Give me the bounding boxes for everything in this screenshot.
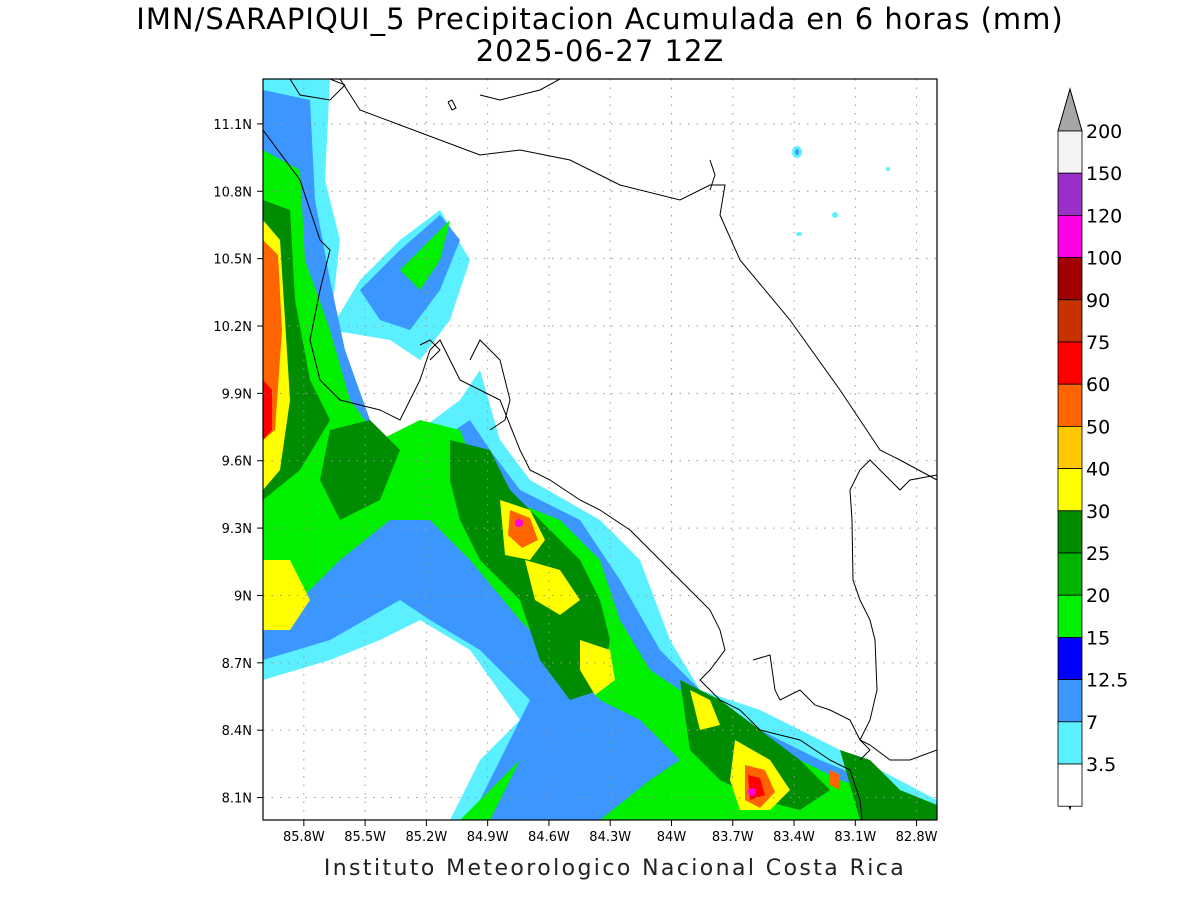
colorbar-label: 15	[1086, 627, 1110, 649]
lat-tick-label: 8.7N	[222, 657, 252, 672]
colorbar-segment	[1057, 510, 1083, 554]
colorbar-segment	[1057, 763, 1083, 807]
lon-tick-label: 83.7W	[712, 830, 754, 845]
lat-tick-label: 9N	[234, 589, 252, 604]
colorbar-label: 50	[1086, 416, 1110, 438]
precip-band-120	[515, 519, 756, 796]
colorbar-segment	[1057, 383, 1083, 427]
colorbar-segment	[1057, 721, 1083, 765]
lat-tick-label: 8.4N	[222, 724, 252, 739]
colorbar-label: 30	[1086, 501, 1110, 523]
precipitation-field	[263, 79, 937, 820]
colorbar-over-arrow	[1057, 87, 1083, 132]
colorbar-label: 100	[1086, 248, 1122, 270]
lat-tick-label: 9.6N	[222, 455, 252, 470]
map-grid	[263, 79, 937, 820]
colorbar-label: 60	[1086, 374, 1110, 396]
colorbar-segment	[1057, 637, 1083, 681]
lon-tick-label: 85.8W	[283, 830, 325, 845]
institution-credit: Instituto Meteorologico Nacional Costa R…	[323, 856, 907, 881]
precip-colorbar: 200 150 120 100 90 75 60 50 40 30 25 20 15 12.5 7 3.5	[1057, 87, 1128, 811]
colorbar-segment	[1057, 679, 1083, 723]
colorbar-segment	[1057, 130, 1083, 174]
colorbar-label: 7	[1086, 712, 1098, 734]
colorbar-segment	[1057, 299, 1083, 343]
longitude-axis: 85.8W 85.5W 85.2W 84.9W 84.6W 84.3W 84W 83.7W 83…	[283, 820, 938, 845]
colorbar-label: 200	[1086, 121, 1122, 143]
lat-tick-label: 9.3N	[222, 522, 252, 537]
map-title: IMN/SARAPIQUI_5 Precipitacion Acumulada …	[136, 2, 1064, 36]
colorbar-label: 90	[1086, 290, 1110, 312]
colorbar-label: 3.5	[1086, 754, 1116, 776]
lon-tick-label: 84W	[657, 830, 687, 845]
colorbar-segment	[1057, 468, 1083, 512]
colorbar-segment	[1057, 552, 1083, 596]
colorbar-segment	[1057, 214, 1083, 258]
colorbar-label: 12.5	[1086, 670, 1128, 692]
colorbar-label: 150	[1086, 163, 1122, 185]
colorbar-label: 20	[1086, 585, 1110, 607]
lon-tick-label: 83.1W	[834, 830, 876, 845]
lon-tick-label: 85.5W	[344, 830, 386, 845]
colorbar-segment	[1057, 341, 1083, 385]
colorbar-label: 120	[1086, 205, 1122, 227]
plot-frame	[262, 78, 938, 821]
lat-tick-label: 11.1N	[213, 118, 252, 133]
colorbar-segment	[1057, 425, 1083, 469]
colorbar-segment	[1057, 594, 1083, 638]
colorbar-label: 75	[1086, 332, 1110, 354]
latitude-axis: 11.1N 10.8N 10.5N 10.2N 9.9N 9.6N 9.3N 9N 8.7N 8.…	[213, 118, 263, 807]
lon-tick-label: 84.6W	[528, 830, 570, 845]
coastline-borders	[263, 79, 937, 820]
isolated-cells	[792, 146, 890, 236]
lon-tick-label: 85.2W	[405, 830, 447, 845]
lat-tick-label: 10.5N	[213, 253, 252, 268]
lon-tick-label: 83.4W	[773, 830, 815, 845]
lat-tick-label: 10.2N	[213, 320, 252, 335]
lat-tick-label: 8.1N	[222, 792, 252, 807]
colorbar-label: 25	[1086, 543, 1110, 565]
lat-tick-label: 10.8N	[213, 185, 252, 200]
lat-tick-label: 9.9N	[222, 387, 252, 402]
colorbar-segment	[1057, 257, 1083, 301]
map-valid-time: 2025-06-27 12Z	[475, 34, 725, 68]
lon-tick-label: 84.3W	[589, 830, 631, 845]
lon-tick-label: 84.9W	[467, 830, 509, 845]
lon-tick-label: 82.8W	[896, 830, 938, 845]
colorbar-segment	[1057, 172, 1083, 216]
colorbar-label: 40	[1086, 459, 1110, 481]
